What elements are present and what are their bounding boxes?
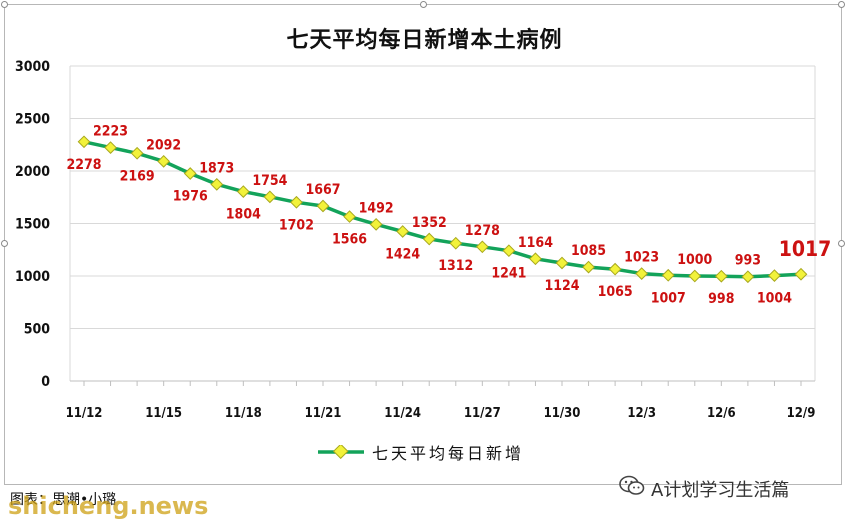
data-label: 1424: [385, 246, 420, 262]
data-label: 1566: [332, 232, 367, 248]
data-point: [661, 268, 675, 282]
data-label: 1278: [465, 223, 500, 239]
x-tick-label: 11/12: [66, 406, 103, 421]
data-point: [635, 267, 649, 280]
data-label: 1017: [779, 237, 832, 261]
data-label: 2278: [66, 157, 101, 173]
y-tick-label: 0: [41, 374, 50, 390]
data-point: [741, 270, 755, 284]
data-label: 1000: [677, 252, 712, 268]
x-tick-label: 12/3: [627, 406, 656, 421]
data-point: [183, 167, 197, 180]
data-point: [422, 232, 436, 246]
data-point: [210, 177, 224, 191]
legend: 七天平均每日新增: [318, 440, 524, 464]
data-label: 1492: [359, 200, 394, 216]
data-point: [608, 262, 622, 276]
y-tick-label: 1500: [15, 217, 50, 233]
data-point: [290, 195, 303, 209]
x-tick-label: 12/9: [787, 406, 816, 421]
x-tick-label: 11/24: [384, 406, 421, 421]
data-point: [369, 217, 383, 231]
data-label: 2223: [93, 124, 128, 140]
data-label: 1065: [598, 284, 633, 300]
data-point: [768, 269, 781, 282]
x-tick-label: 11/30: [544, 406, 581, 421]
data-label: 993: [735, 253, 761, 269]
data-label: 2092: [146, 137, 181, 153]
data-point: [236, 185, 250, 198]
series-line: [83, 140, 802, 279]
data-label: 1004: [757, 291, 792, 307]
data-point: [529, 252, 542, 266]
account-brand: A计划学习生活篇: [619, 475, 789, 502]
data-point: [475, 240, 489, 254]
data-point: [582, 260, 595, 274]
data-point: [104, 141, 117, 154]
x-tick-label: 11/27: [464, 406, 501, 421]
chart-credit: 图表：思潮•小璐: [10, 492, 117, 508]
data-point: [77, 135, 91, 149]
y-tick-label: 2000: [15, 164, 50, 180]
data-label: 998: [708, 291, 734, 307]
data-label: 1702: [279, 217, 314, 233]
wechat-icon: [619, 475, 645, 502]
data-label: 1007: [651, 290, 686, 306]
data-point: [502, 244, 516, 258]
axis-layer: 0 500 1000 1500 2000 2500 3000 11/12 11/15 11/18 1…: [15, 59, 815, 421]
data-point: [130, 146, 144, 160]
resize-handle-top-center[interactable]: [420, 1, 427, 8]
data-point: [449, 236, 463, 250]
data-point: [688, 269, 702, 283]
x-tick-label: 11/15: [145, 406, 182, 421]
data-point: [316, 199, 330, 213]
data-label: 1164: [518, 235, 553, 251]
x-tick-label: 11/18: [225, 406, 262, 421]
data-label: 1023: [624, 250, 659, 266]
data-label: 1754: [252, 173, 287, 189]
brand-name: A计划学习生活篇: [651, 479, 790, 501]
site-watermark: shicheng.news: [8, 492, 209, 520]
data-label-layer: 2278 2223 2169 2092 1976 1873 1804 1754 1702 1667…: [66, 124, 831, 308]
data-label: 1804: [226, 207, 261, 223]
data-label: 1085: [571, 243, 606, 259]
x-tick-label: 12/6: [707, 406, 736, 421]
data-label: 1312: [438, 258, 473, 274]
data-point: [714, 269, 728, 283]
data-label: 1352: [412, 215, 447, 231]
chart-title: 七天平均每日新增本土病例: [286, 28, 563, 53]
y-tick-label: 2500: [15, 112, 50, 128]
x-tick-label: 11/21: [305, 406, 342, 421]
data-label: 1976: [173, 189, 208, 205]
data-label: 1667: [305, 182, 340, 198]
data-label: 2169: [120, 168, 155, 184]
y-tick-label: 500: [24, 322, 51, 338]
data-point: [157, 154, 171, 168]
marker-layer: [77, 135, 808, 284]
y-tick-label: 3000: [15, 59, 50, 75]
data-point: [794, 267, 808, 281]
legend-label: 七天平均每日新增: [372, 444, 525, 463]
resize-handle-top-right[interactable]: [838, 1, 845, 8]
data-point: [555, 256, 569, 270]
data-label: 1241: [491, 266, 526, 282]
resize-handle-top-left[interactable]: [1, 1, 8, 8]
y-tick-label: 1000: [15, 269, 50, 285]
resize-handle-middle-left[interactable]: [1, 240, 8, 247]
legend-swatch: [318, 445, 364, 459]
data-point: [396, 225, 410, 238]
series-line-layer: [83, 140, 802, 279]
data-point: [343, 210, 356, 223]
data-label: 1873: [199, 160, 234, 176]
data-label: 1124: [544, 278, 579, 294]
data-point: [263, 190, 277, 204]
resize-handle-middle-right[interactable]: [838, 240, 845, 247]
